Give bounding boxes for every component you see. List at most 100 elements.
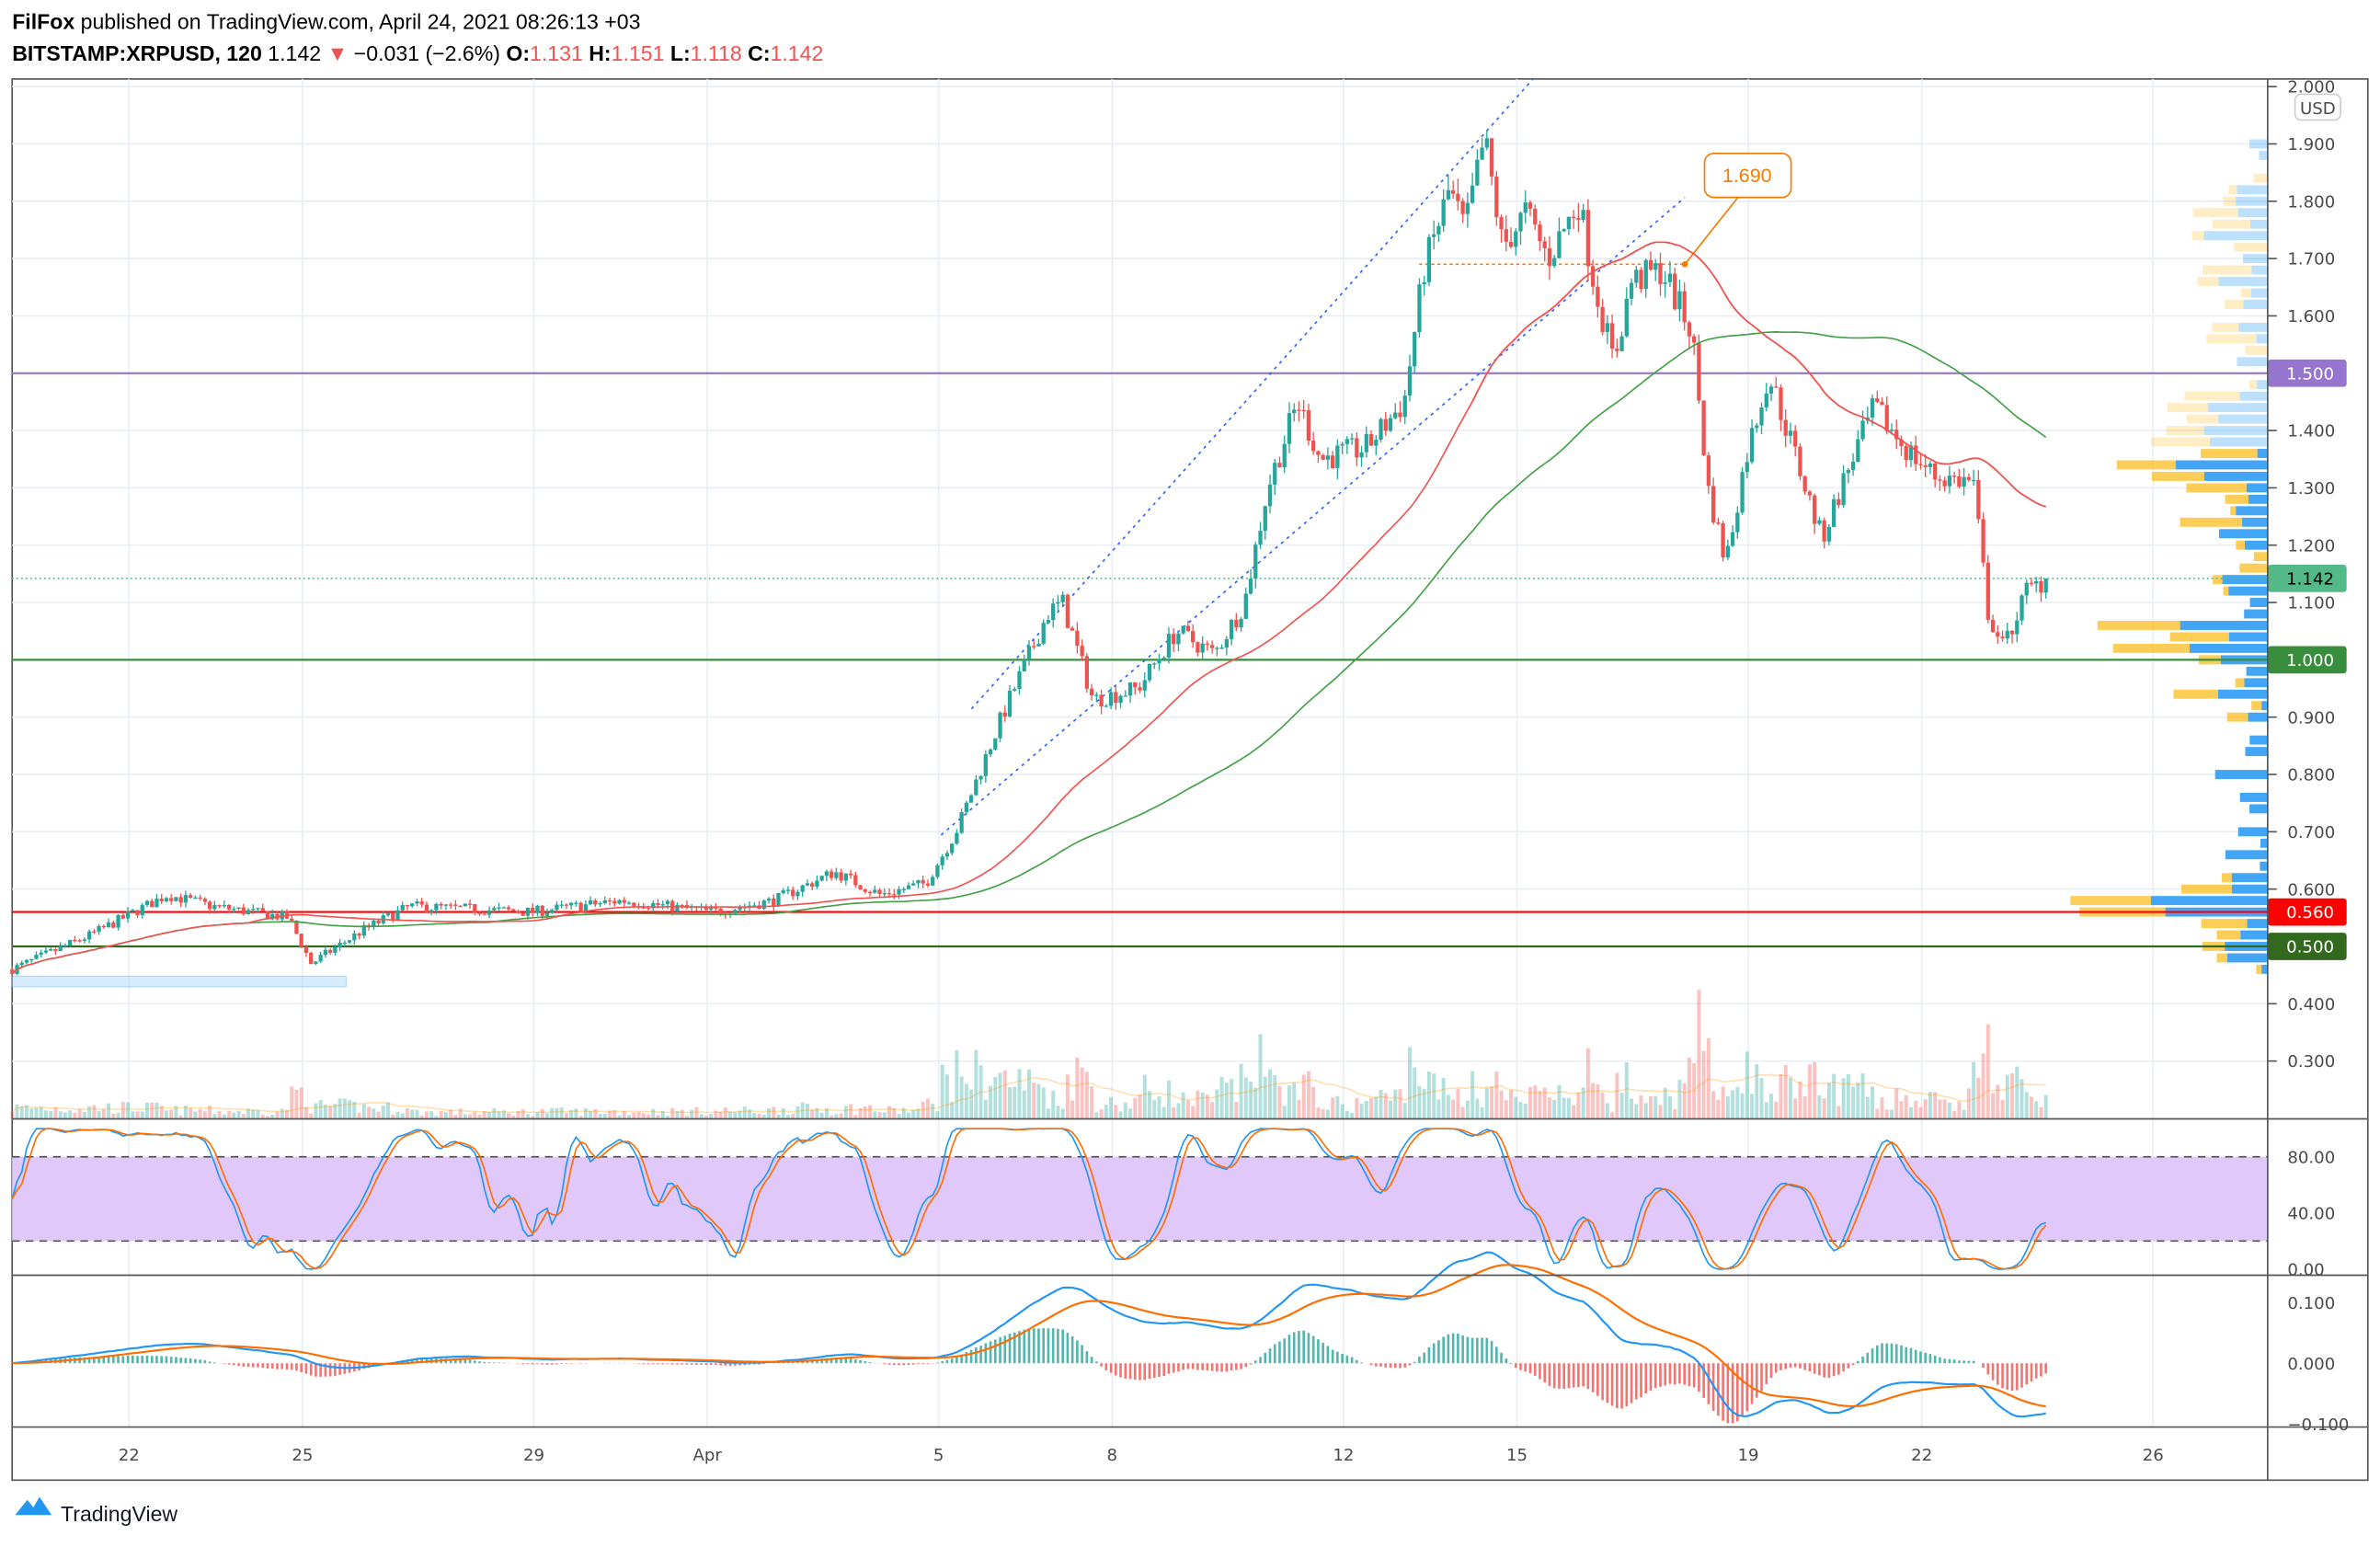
volume-bar — [415, 1109, 419, 1119]
volume-bar — [227, 1111, 232, 1119]
candle-body — [1860, 420, 1865, 440]
volume-bar — [68, 1110, 73, 1119]
volume-bar — [241, 1113, 246, 1119]
volume-bar — [752, 1113, 757, 1119]
candle — [1908, 441, 1914, 467]
volume-bar — [589, 1110, 593, 1119]
candle — [1209, 640, 1215, 654]
tradingview-logo[interactable]: TradingView — [15, 1496, 178, 1526]
candle — [2015, 611, 2020, 643]
candle — [738, 904, 742, 913]
volume-profile-bar-up — [2244, 609, 2268, 619]
candle — [241, 903, 246, 916]
volume-bar — [1230, 1079, 1234, 1119]
volume-bar — [641, 1113, 646, 1119]
price-axis[interactable]: 2.000 1.900 1.800 1.700 1.600 1.400 1.300 1.200… — [2267, 78, 2350, 1435]
price-tick-label: 0.800 — [2287, 766, 2335, 785]
candle — [1292, 403, 1297, 422]
time-axis[interactable]: 22 25 29 Apr 5 8 12 15 19 22 26 — [119, 1446, 2164, 1465]
candle — [424, 901, 429, 914]
volume-bar — [1022, 1090, 1026, 1119]
volume-bar — [1470, 1071, 1475, 1119]
volume-bar — [1576, 1093, 1581, 1119]
candle-body — [1446, 189, 1451, 200]
volume-bar — [202, 1111, 207, 1119]
candle-body — [2039, 580, 2043, 593]
candle-body — [140, 905, 144, 916]
candle-body — [901, 888, 906, 891]
candle-body — [1990, 619, 1996, 633]
candle-body — [1875, 398, 1880, 402]
volume-bar — [1138, 1094, 1142, 1119]
candle — [550, 908, 555, 914]
level-label: 1.000 — [2286, 651, 2334, 670]
candle — [372, 919, 376, 930]
candle-body — [189, 895, 193, 898]
candle — [931, 875, 935, 887]
candle-body — [1831, 498, 1836, 527]
candle-body — [583, 904, 589, 911]
candle — [983, 750, 988, 784]
candle — [1417, 278, 1422, 338]
candle-body — [1538, 224, 1542, 242]
candle — [1508, 227, 1514, 249]
candle-body — [1243, 593, 1248, 619]
candle — [29, 958, 34, 963]
volume-bar — [1899, 1101, 1904, 1119]
candle-body — [178, 897, 183, 903]
volume-profile-bar-down — [2192, 208, 2238, 218]
candle — [1730, 525, 1735, 547]
candle — [559, 900, 564, 909]
candle-body — [338, 942, 342, 948]
candle — [805, 879, 810, 887]
stoch-rsi-band — [12, 1155, 2268, 1243]
candle-body — [516, 911, 521, 913]
candle — [1793, 425, 1798, 457]
volume-profile-bar-up — [2207, 403, 2268, 413]
volume-bar — [1123, 1102, 1127, 1119]
candle — [1277, 456, 1282, 468]
candle-body — [892, 894, 897, 896]
time-tick-label: 22 — [1911, 1446, 1932, 1465]
candle — [593, 898, 598, 908]
candle — [834, 867, 839, 881]
volume-bar — [87, 1106, 92, 1119]
candle-body — [1624, 298, 1629, 337]
candle-body — [1282, 443, 1287, 468]
candle — [1133, 682, 1138, 695]
candle — [776, 892, 781, 908]
volume-bar — [2043, 1094, 2048, 1119]
volume-profile-bar-up — [2260, 861, 2268, 871]
volume-bar — [1976, 1077, 1981, 1119]
candle-body — [1663, 281, 1667, 284]
candle — [1504, 215, 1508, 252]
volume-bar — [1133, 1097, 1138, 1119]
volume-bar — [1639, 1095, 1643, 1119]
candle — [1026, 640, 1032, 666]
candle — [1552, 255, 1557, 269]
candle — [1205, 640, 1210, 651]
candle-body — [111, 922, 116, 928]
candle — [819, 875, 824, 882]
candle-body — [1258, 531, 1263, 545]
volume-bar — [299, 1087, 303, 1119]
volume-profile-bar-down — [2184, 391, 2240, 401]
volume-profile-bar-up — [2237, 827, 2268, 837]
horizontal-levels[interactable]: 1.500 1.142 1.000 0.560 0.500 — [11, 359, 2347, 988]
candle-body — [361, 924, 366, 936]
candle-body — [882, 893, 887, 895]
volume-bar — [1972, 1061, 1976, 1119]
volume-bar — [748, 1109, 752, 1119]
drawings[interactable]: 1.690 — [940, 78, 1792, 836]
candle — [486, 906, 492, 919]
volume-bar — [10, 1111, 15, 1119]
volume-bar — [381, 1106, 385, 1119]
candle-body — [1552, 258, 1557, 267]
candle — [154, 894, 159, 908]
candle — [1774, 376, 1779, 388]
candle-body — [607, 900, 612, 902]
volume-bar — [1297, 1099, 1301, 1119]
volume-bar — [97, 1111, 101, 1119]
candle — [2005, 622, 2009, 644]
